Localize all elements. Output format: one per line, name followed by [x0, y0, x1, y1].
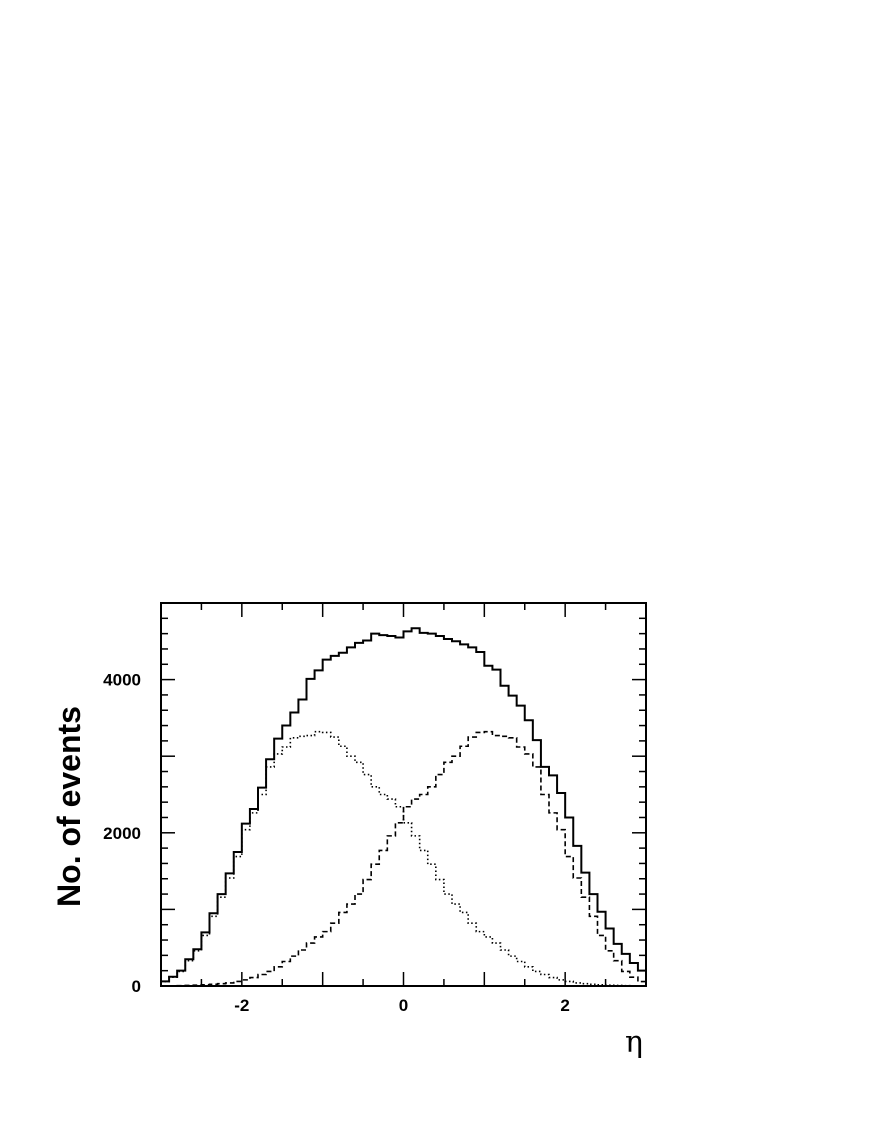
- ticks-layer: [160, 602, 647, 987]
- tick-labels: -2 0 2 0 2000 4000: [103, 671, 570, 1015]
- y-tick-label: 4000: [103, 671, 141, 690]
- plot-frame: [160, 602, 647, 987]
- y-tick-label: 0: [132, 977, 141, 996]
- series-solid-histogram: [160, 627, 647, 986]
- series-dashed-histogram: [160, 730, 647, 987]
- x-tick-label: 2: [560, 996, 569, 1015]
- series-layer: [160, 627, 647, 987]
- y-axis-title: No. of events: [51, 706, 87, 907]
- x-tick-label: 0: [399, 996, 408, 1015]
- y-tick-label: 2000: [103, 824, 141, 843]
- x-tick-label: -2: [234, 996, 249, 1015]
- x-axis-title: η: [625, 1025, 643, 1060]
